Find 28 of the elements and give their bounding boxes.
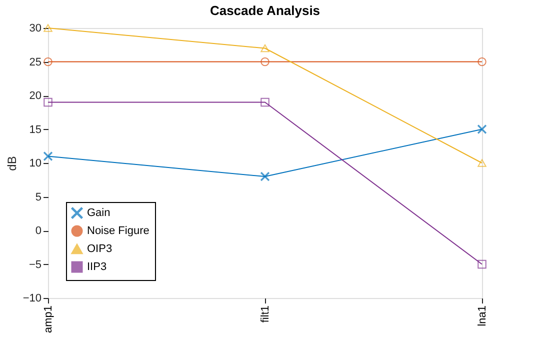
x-tick-label: amp1 — [42, 306, 54, 334]
y-tick-label: 15 — [29, 124, 42, 136]
y-tick-label: 30 — [29, 22, 42, 34]
legend-label: IIP3 — [87, 261, 107, 273]
y-tick-label: 20 — [29, 90, 42, 102]
legend-label: Gain — [87, 207, 110, 219]
x-tick-label: filt1 — [260, 306, 272, 323]
y-tick-label: −5 — [28, 258, 42, 271]
legend-label: Noise Figure — [87, 225, 150, 237]
point — [260, 44, 270, 52]
y-tick-label: −10 — [22, 292, 42, 304]
point — [44, 24, 52, 32]
chart-title: Cascade Analysis — [210, 3, 320, 18]
y-tick-label: 25 — [29, 56, 42, 68]
y-axis-title: dB — [4, 156, 19, 171]
point — [260, 98, 270, 107]
x-tick-label: lna1 — [476, 306, 488, 326]
point — [260, 57, 270, 66]
point — [44, 57, 52, 66]
point — [260, 172, 270, 181]
point — [478, 260, 486, 269]
point — [478, 159, 486, 167]
y-tick-label: 5 — [35, 191, 42, 204]
y-tick-label: 10 — [29, 158, 42, 170]
y-tick-label: 0 — [35, 225, 42, 237]
point — [478, 57, 486, 66]
legend-label: OIP3 — [87, 243, 112, 255]
point — [44, 98, 52, 107]
